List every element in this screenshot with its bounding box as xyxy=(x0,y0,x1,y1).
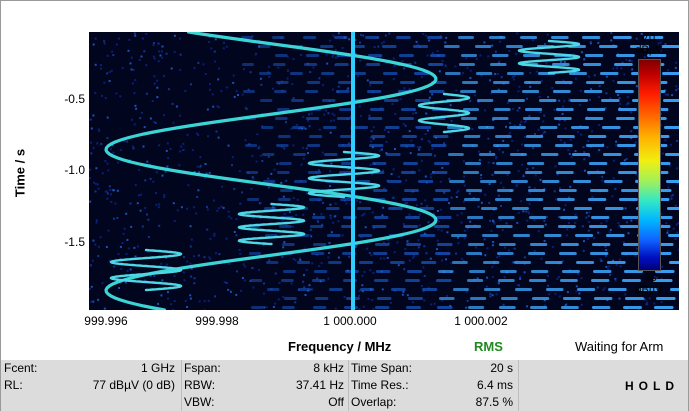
colorbar-max-unit: dBµV xyxy=(635,44,663,56)
time-span-label: Time Span: xyxy=(351,361,412,375)
colorbar-min-value: -30 xyxy=(641,272,657,284)
x-axis-label: Frequency / MHz xyxy=(288,339,392,354)
hold-indicator[interactable]: HOLD xyxy=(625,379,679,393)
colorbar-max-value: 70 xyxy=(642,32,656,44)
detector-label: RMS xyxy=(474,339,503,354)
x-tick-label: 999.996 xyxy=(84,314,128,328)
rl-value: 77 dBµV (0 dB) xyxy=(92,378,175,392)
x-tick-label: 999.998 xyxy=(195,314,239,328)
vbw-label: VBW: xyxy=(184,395,215,409)
settings-panel: Fcent: 1 GHz RL: 77 dBµV (0 dB) Fspan: 8… xyxy=(1,360,688,411)
rl-label: RL: xyxy=(4,378,23,392)
trigger-status: Waiting for Arm xyxy=(575,339,664,354)
fspan-label: Fspan: xyxy=(184,361,221,375)
spectrogram-plot[interactable] xyxy=(89,32,679,310)
y-tick-label: -0.5 xyxy=(64,92,85,106)
fcent-value: 1 GHz xyxy=(140,361,175,375)
settings-column-3[interactable] xyxy=(349,360,519,411)
vbw-value: Off xyxy=(328,395,344,409)
signal-traces xyxy=(104,32,581,310)
time-res-value: 6.4 ms xyxy=(476,378,513,392)
fcent-label: Fcent: xyxy=(4,361,38,375)
time-span-value: 20 s xyxy=(490,361,513,375)
settings-column-4[interactable] xyxy=(519,360,688,411)
y-tick-label: -1.0 xyxy=(64,163,85,177)
x-tick-label: 1 000.000 xyxy=(323,314,377,328)
time-res-label: Time Res.: xyxy=(351,378,409,392)
center-marker-line xyxy=(351,32,355,310)
x-tick-label: 1 000.002 xyxy=(454,314,508,328)
rbw-label: RBW: xyxy=(184,378,216,392)
y-axis-label: Time / s xyxy=(12,148,28,198)
settings-column-2[interactable] xyxy=(182,360,349,411)
y-tick-label: -1.5 xyxy=(64,235,85,249)
colorbar-min-unit: dBµV xyxy=(635,284,663,296)
overlap-value: 87.5 % xyxy=(475,395,513,409)
fspan-value: 8 kHz xyxy=(313,361,344,375)
overlap-label: Overlap: xyxy=(351,395,397,409)
colorbar xyxy=(638,59,661,271)
settings-column-1[interactable] xyxy=(1,360,182,411)
rbw-value: 37.41 Hz xyxy=(295,378,344,392)
